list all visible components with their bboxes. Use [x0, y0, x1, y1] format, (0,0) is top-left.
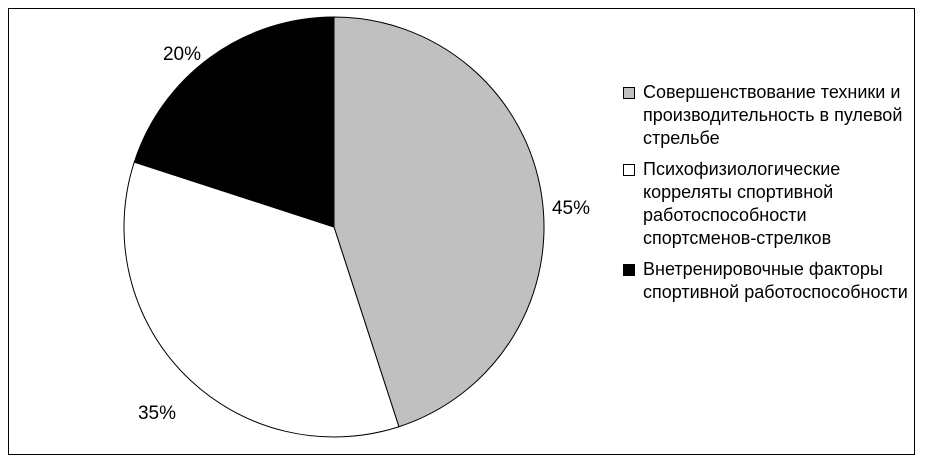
legend-swatch-technique — [623, 87, 635, 99]
pie-slice-technique — [333, 16, 545, 428]
legend-item-extra-training: Внетренировочные факторы спортивной рабо… — [623, 258, 923, 304]
legend: Совершенствование техники и производител… — [623, 81, 923, 312]
legend-label-extra-training: Внетренировочные факторы спортивной рабо… — [643, 259, 908, 302]
chart-frame: 45% 35% 20% Совершенствование техники и пр… — [8, 8, 915, 455]
legend-swatch-psychophysiology — [623, 164, 635, 176]
pie-slice-extra-training — [133, 16, 335, 228]
legend-swatch-extra-training — [623, 264, 635, 276]
legend-label-technique: Совершенствование техники и производител… — [643, 82, 903, 148]
legend-item-psychophysiology: Психофизиологические корреляты спортивно… — [623, 158, 923, 250]
pie-slice-psychophysiology — [123, 161, 400, 438]
data-label-technique: 45% — [552, 198, 590, 219]
pie-chart: 45% 35% 20% — [123, 16, 590, 438]
data-label-psychophysiology: 35% — [138, 403, 176, 424]
data-label-extra-training: 20% — [163, 44, 201, 65]
legend-item-technique: Совершенствование техники и производител… — [623, 81, 923, 150]
legend-label-psychophysiology: Психофизиологические корреляты спортивно… — [643, 159, 841, 248]
